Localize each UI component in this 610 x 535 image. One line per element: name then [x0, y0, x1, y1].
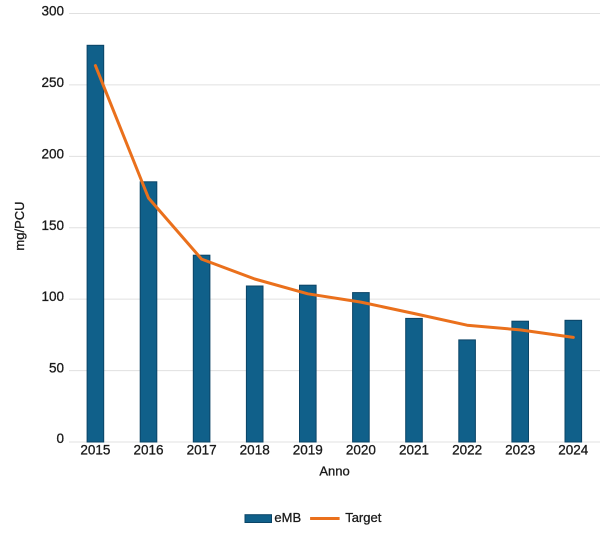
svg-text:Target: Target: [345, 510, 382, 525]
svg-text:50: 50: [49, 361, 64, 376]
svg-text:2018: 2018: [240, 443, 270, 458]
svg-text:2019: 2019: [293, 443, 323, 458]
svg-text:150: 150: [41, 218, 64, 233]
svg-text:2023: 2023: [505, 443, 535, 458]
svg-text:2021: 2021: [399, 443, 429, 458]
svg-text:2022: 2022: [452, 443, 482, 458]
svg-text:2016: 2016: [133, 443, 163, 458]
svg-text:2024: 2024: [558, 443, 589, 458]
svg-text:0: 0: [56, 431, 64, 446]
svg-text:2020: 2020: [346, 443, 376, 458]
svg-text:2017: 2017: [187, 443, 217, 458]
svg-text:2015: 2015: [80, 443, 110, 458]
svg-text:eMB: eMB: [274, 510, 301, 525]
svg-text:100: 100: [41, 289, 64, 304]
svg-text:250: 250: [41, 75, 64, 90]
svg-text:mg/PCU: mg/PCU: [12, 201, 27, 250]
svg-text:300: 300: [41, 4, 64, 19]
svg-text:200: 200: [41, 146, 64, 161]
svg-text:Anno: Anno: [319, 464, 349, 479]
